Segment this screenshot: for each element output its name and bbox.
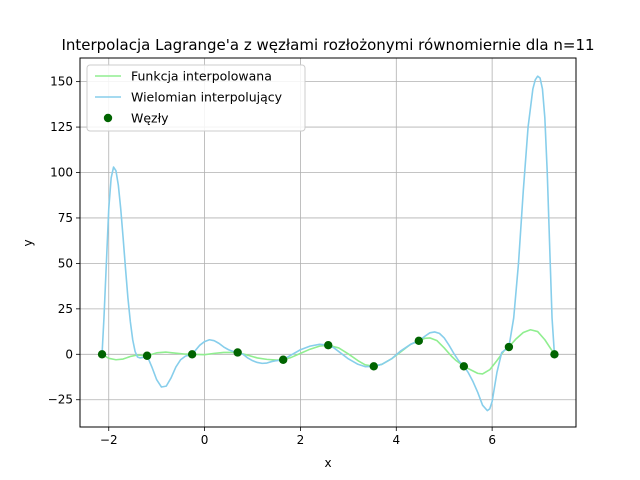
axis-ticks: −2 0 2 4 6 −25 0 25 50 75 100 125 150 bbox=[48, 75, 496, 447]
y-tick-label: −25 bbox=[48, 393, 73, 407]
x-tick-label: −2 bbox=[100, 433, 118, 447]
y-tick-label: 150 bbox=[50, 75, 73, 89]
node-point bbox=[550, 350, 559, 359]
node-point bbox=[369, 362, 378, 371]
node-point bbox=[324, 341, 333, 350]
chart-title: Interpolacja Lagrange'a z węzłami rozłoż… bbox=[61, 36, 594, 54]
y-axis-label: y bbox=[21, 239, 35, 246]
node-point bbox=[504, 342, 514, 352]
legend-box bbox=[86, 64, 306, 132]
legend-marker bbox=[103, 113, 113, 123]
y-tick-label: 0 bbox=[65, 347, 73, 361]
legend-label: Funkcja interpolowana bbox=[131, 69, 272, 84]
node-point bbox=[459, 362, 469, 371]
y-tick-label: 125 bbox=[50, 120, 73, 134]
x-tick-label: 2 bbox=[297, 433, 305, 447]
node-point bbox=[414, 336, 424, 346]
x-tick-label: 4 bbox=[392, 433, 400, 447]
legend-label: Węzły bbox=[131, 111, 169, 126]
node-point bbox=[142, 351, 152, 360]
polynomial-line bbox=[101, 75, 556, 412]
node-point bbox=[278, 355, 288, 364]
plot-frame bbox=[79, 57, 577, 428]
node-point bbox=[233, 348, 242, 357]
legend: Funkcja interpolowana Wielomian interpolu… bbox=[86, 64, 306, 132]
y-tick-label: 100 bbox=[50, 166, 73, 180]
function-line bbox=[101, 328, 556, 375]
x-tick-label: 0 bbox=[201, 433, 209, 447]
y-tick-label: 75 bbox=[58, 211, 73, 225]
x-axis-label: x bbox=[324, 456, 331, 470]
node-point bbox=[97, 350, 107, 359]
legend-label: Wielomian interpolujący bbox=[131, 90, 283, 105]
plot-series bbox=[97, 75, 559, 412]
y-tick-label: 25 bbox=[58, 302, 73, 316]
y-tick-label: 50 bbox=[58, 256, 73, 270]
x-tick-label: 6 bbox=[488, 433, 496, 447]
node-point bbox=[187, 350, 197, 359]
